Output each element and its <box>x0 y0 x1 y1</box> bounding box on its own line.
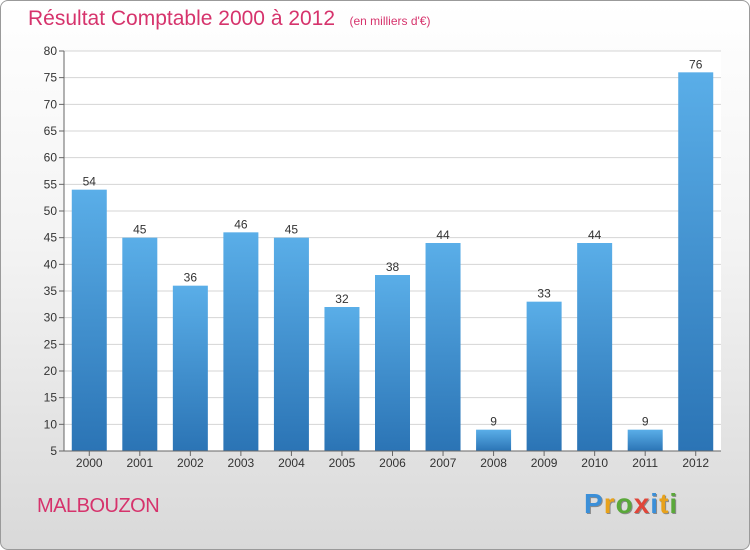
data-label: 54 <box>83 175 97 189</box>
y-tick-label: 80 <box>44 44 58 58</box>
data-label: 76 <box>689 57 703 71</box>
x-tick-label: 2008 <box>480 456 507 470</box>
logo-letter: o <box>615 488 634 519</box>
bar <box>577 243 613 451</box>
bar <box>122 237 158 451</box>
x-tick-label: 2000 <box>76 456 103 470</box>
x-axis: 2000 2001 2002 2003 2004 2005 2006 2007 2008 2009… <box>64 450 721 470</box>
logo-letter: i <box>669 488 679 519</box>
bar <box>476 429 512 451</box>
proxiti-logo: Proxiti <box>584 488 678 520</box>
y-tick-label: 30 <box>44 311 58 325</box>
town-name: MALBOUZON <box>37 495 160 517</box>
data-label: 36 <box>184 271 198 285</box>
bar <box>678 72 714 451</box>
bar <box>425 243 461 451</box>
x-tick-label: 2006 <box>379 456 406 470</box>
chart-unit: (en milliers d'€) <box>349 14 431 28</box>
y-tick-label: 75 <box>44 71 58 85</box>
x-tick-label: 2005 <box>329 456 356 470</box>
x-tick-label: 2001 <box>126 456 153 470</box>
x-tick-label: 2003 <box>228 456 255 470</box>
y-axis: 5 10 15 20 25 30 35 40 45 50 55 60 65 70 75 80 <box>44 44 65 458</box>
data-label: 45 <box>285 223 299 237</box>
x-tick-label: 2004 <box>278 456 305 470</box>
x-tick-label: 2007 <box>430 456 457 470</box>
bar <box>526 301 562 451</box>
data-label: 33 <box>537 287 551 301</box>
y-tick-label: 15 <box>44 391 58 405</box>
y-tick-label: 20 <box>44 364 58 378</box>
data-label: 45 <box>133 223 147 237</box>
y-tick-label: 25 <box>44 337 58 351</box>
x-tick-label: 2009 <box>531 456 558 470</box>
data-label: 32 <box>335 292 349 306</box>
bar <box>71 189 107 451</box>
y-tick-label: 35 <box>44 284 58 298</box>
y-tick-label: 65 <box>44 124 58 138</box>
y-tick-label: 50 <box>44 204 58 218</box>
x-tick-label: 2012 <box>682 456 709 470</box>
bars: 54 45 36 46 45 32 38 44 9 33 44 9 76 <box>71 57 714 451</box>
logo-letter: r <box>603 488 616 519</box>
logo-letter: i <box>650 488 660 519</box>
data-label: 44 <box>588 228 602 242</box>
y-tick-label: 40 <box>44 257 58 271</box>
logo-letter: t <box>659 488 670 519</box>
data-label: 46 <box>234 217 248 231</box>
x-tick-label: 2010 <box>581 456 608 470</box>
bar <box>627 429 663 451</box>
bar <box>375 275 410 451</box>
x-tick-label: 2011 <box>632 456 658 470</box>
y-tick-label: 45 <box>44 231 58 245</box>
bar <box>324 307 360 451</box>
x-tick-label: 2002 <box>177 456 204 470</box>
data-label: 38 <box>386 260 400 274</box>
bar <box>172 285 208 451</box>
bar <box>273 237 309 451</box>
y-tick-label: 70 <box>44 97 58 111</box>
y-tick-label: 60 <box>44 151 58 165</box>
y-tick-label: 5 <box>50 444 57 458</box>
y-tick-label: 10 <box>44 417 58 431</box>
y-tick-label: 55 <box>44 177 58 191</box>
data-label: 9 <box>490 415 497 429</box>
logo-letter: P <box>584 488 604 519</box>
bar <box>223 232 259 451</box>
logo-letter: x <box>633 488 651 519</box>
chart-title: Résultat Comptable 2000 à 2012 <box>28 7 336 30</box>
data-label: 9 <box>642 415 649 429</box>
data-label: 44 <box>436 228 450 242</box>
title-row: Résultat Comptable 2000 à 2012 (en milli… <box>28 7 430 31</box>
